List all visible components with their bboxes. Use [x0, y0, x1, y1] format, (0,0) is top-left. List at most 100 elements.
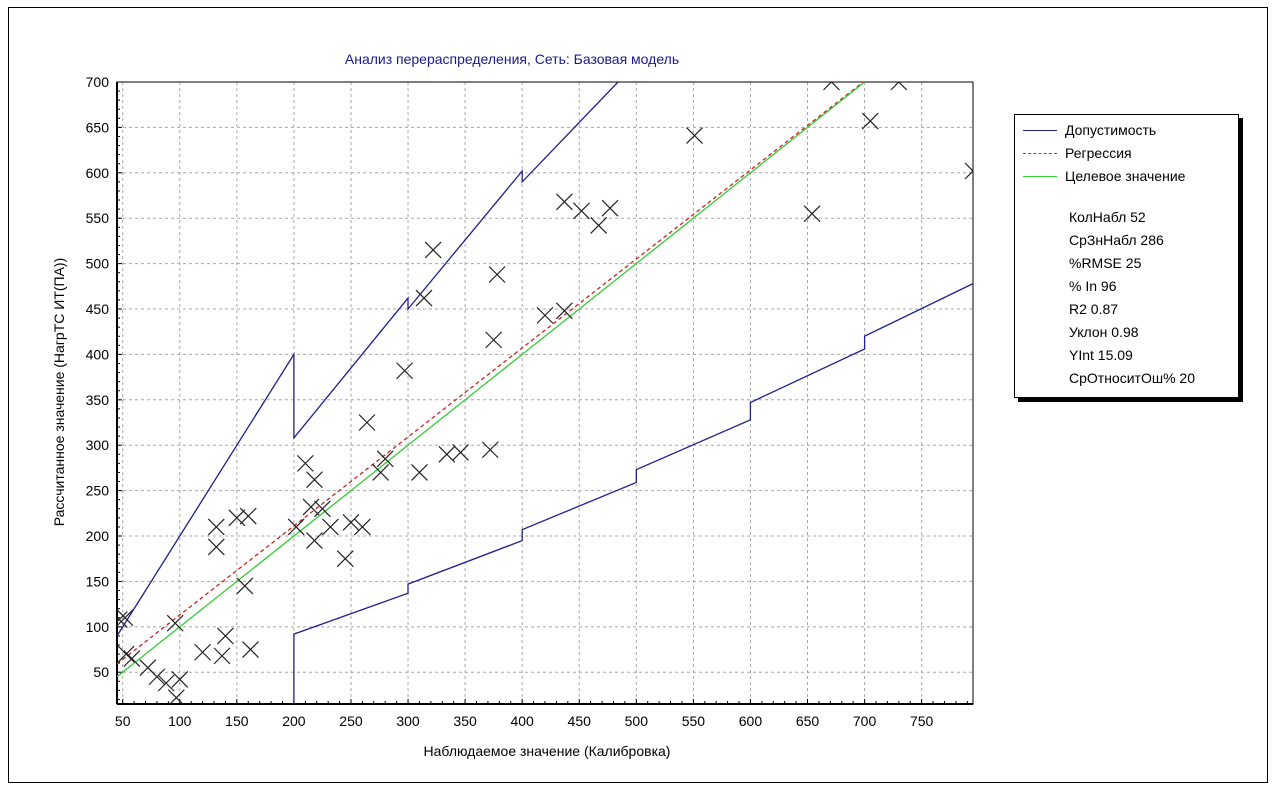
y-tick-label: 550 — [86, 210, 110, 226]
stat-obs-count: КолНабл 52 — [1069, 209, 1146, 225]
x-tick-label: 50 — [115, 713, 131, 729]
data-point — [890, 82, 908, 91]
stat-yint: YInt 15.09 — [1069, 347, 1133, 363]
x-tick-label: 600 — [739, 713, 763, 729]
data-point — [590, 217, 608, 234]
x-tick-label: 100 — [168, 713, 192, 729]
data-point — [573, 202, 590, 220]
legend-label-target: Целевое значение — [1065, 168, 1186, 184]
data-point — [964, 162, 973, 180]
stat-r2: R2 0.87 — [1069, 301, 1119, 317]
data-point — [306, 532, 323, 549]
data-point — [353, 518, 371, 536]
data-point — [171, 671, 189, 688]
y-tick-label: 150 — [86, 573, 110, 589]
y-tick-label: 450 — [86, 301, 110, 317]
data-point — [296, 454, 314, 472]
data-point — [376, 450, 394, 468]
series-target-line — [117, 82, 865, 678]
x-tick-label: 350 — [453, 713, 477, 729]
x-tick-label: 300 — [396, 713, 420, 729]
series-tolerance-line-lower — [293, 283, 973, 704]
data-point — [536, 306, 554, 324]
legend-swatch-target — [1023, 175, 1057, 177]
data-point — [415, 289, 433, 307]
data-point — [861, 112, 879, 130]
data-point — [314, 500, 331, 518]
legend: Допустимость Регрессия Целевое значение … — [1014, 114, 1239, 398]
x-tick-label: 150 — [225, 713, 249, 729]
data-point — [123, 650, 141, 668]
data-point — [411, 464, 428, 481]
y-tick-label: 500 — [86, 256, 110, 272]
data-point — [358, 414, 376, 431]
y-tick-label: 100 — [86, 619, 110, 635]
legend-item-tolerance: Допустимость — [1023, 121, 1156, 139]
data-point — [207, 518, 225, 536]
data-point — [228, 509, 246, 527]
series-regression-line — [117, 82, 864, 665]
legend-item-regression: Регрессия — [1023, 144, 1132, 162]
data-point — [217, 627, 234, 645]
x-tick-label: 400 — [510, 713, 534, 729]
data-point — [166, 614, 184, 632]
data-point — [117, 609, 134, 627]
chart-title: Анализ перераспределения, Сеть: Базовая … — [345, 51, 679, 67]
x-tick-label: 200 — [282, 713, 306, 729]
grid-lines — [117, 81, 973, 704]
data-point — [117, 645, 135, 663]
data-point — [342, 513, 360, 531]
y-tick-label: 600 — [86, 165, 110, 181]
data-point — [488, 266, 506, 283]
data-point — [306, 471, 323, 489]
data-point — [601, 199, 619, 217]
x-tick-label: 700 — [853, 713, 877, 729]
data-point — [207, 538, 225, 556]
stat-slope: Уклон 0.98 — [1069, 324, 1139, 340]
data-point — [242, 641, 259, 658]
data-point — [148, 668, 166, 686]
y-tick-label: 200 — [86, 528, 110, 544]
stat-obs-mean: СрЗнНабл 286 — [1069, 232, 1164, 248]
plot-border — [116, 81, 974, 705]
x-tick-label: 250 — [339, 713, 363, 729]
legend-swatch-regression — [1023, 152, 1057, 154]
y-tick-label: 50 — [93, 664, 109, 680]
data-point — [424, 241, 442, 259]
data-point — [213, 647, 231, 665]
legend-label-regression: Регрессия — [1065, 145, 1132, 161]
x-tick-label: 750 — [910, 713, 934, 729]
data-point — [555, 193, 573, 211]
data-point — [555, 302, 573, 320]
data-point — [686, 127, 703, 144]
y-tick-label: 350 — [86, 392, 110, 408]
y-tick-label: 250 — [86, 483, 110, 499]
data-point — [157, 674, 175, 692]
x-tick-label: 650 — [796, 713, 820, 729]
data-point — [287, 518, 305, 536]
data-point — [372, 464, 390, 481]
data-point — [803, 205, 821, 223]
data-point — [481, 441, 499, 459]
y-tick-label: 650 — [86, 119, 110, 135]
y-tick-label: 700 — [86, 74, 110, 90]
stat-mean-rel-error: СрОтноситОш% 20 — [1069, 370, 1195, 386]
data-point — [236, 577, 254, 595]
legend-swatch-tolerance — [1023, 129, 1057, 131]
legend-item-target: Целевое значение — [1023, 167, 1185, 185]
data-point — [823, 82, 840, 91]
x-tick-label: 450 — [568, 713, 592, 729]
data-point — [438, 445, 456, 463]
plot-area: 50 100 150 200 250 300 350 400 450 500 550 600 650 70… — [86, 74, 974, 729]
y-tick-label: 300 — [86, 437, 110, 453]
y-axis-label: Рассчитанное значение (НагрТС ИТ(ПА)) — [51, 258, 67, 527]
data-point — [452, 444, 469, 461]
stat-pct-in: % In 96 — [1069, 278, 1117, 294]
data-point — [396, 362, 414, 380]
data-point — [117, 611, 128, 628]
data-point — [167, 689, 185, 704]
data-point — [485, 331, 503, 349]
data-point — [322, 518, 339, 536]
x-tick-label: 500 — [625, 713, 649, 729]
